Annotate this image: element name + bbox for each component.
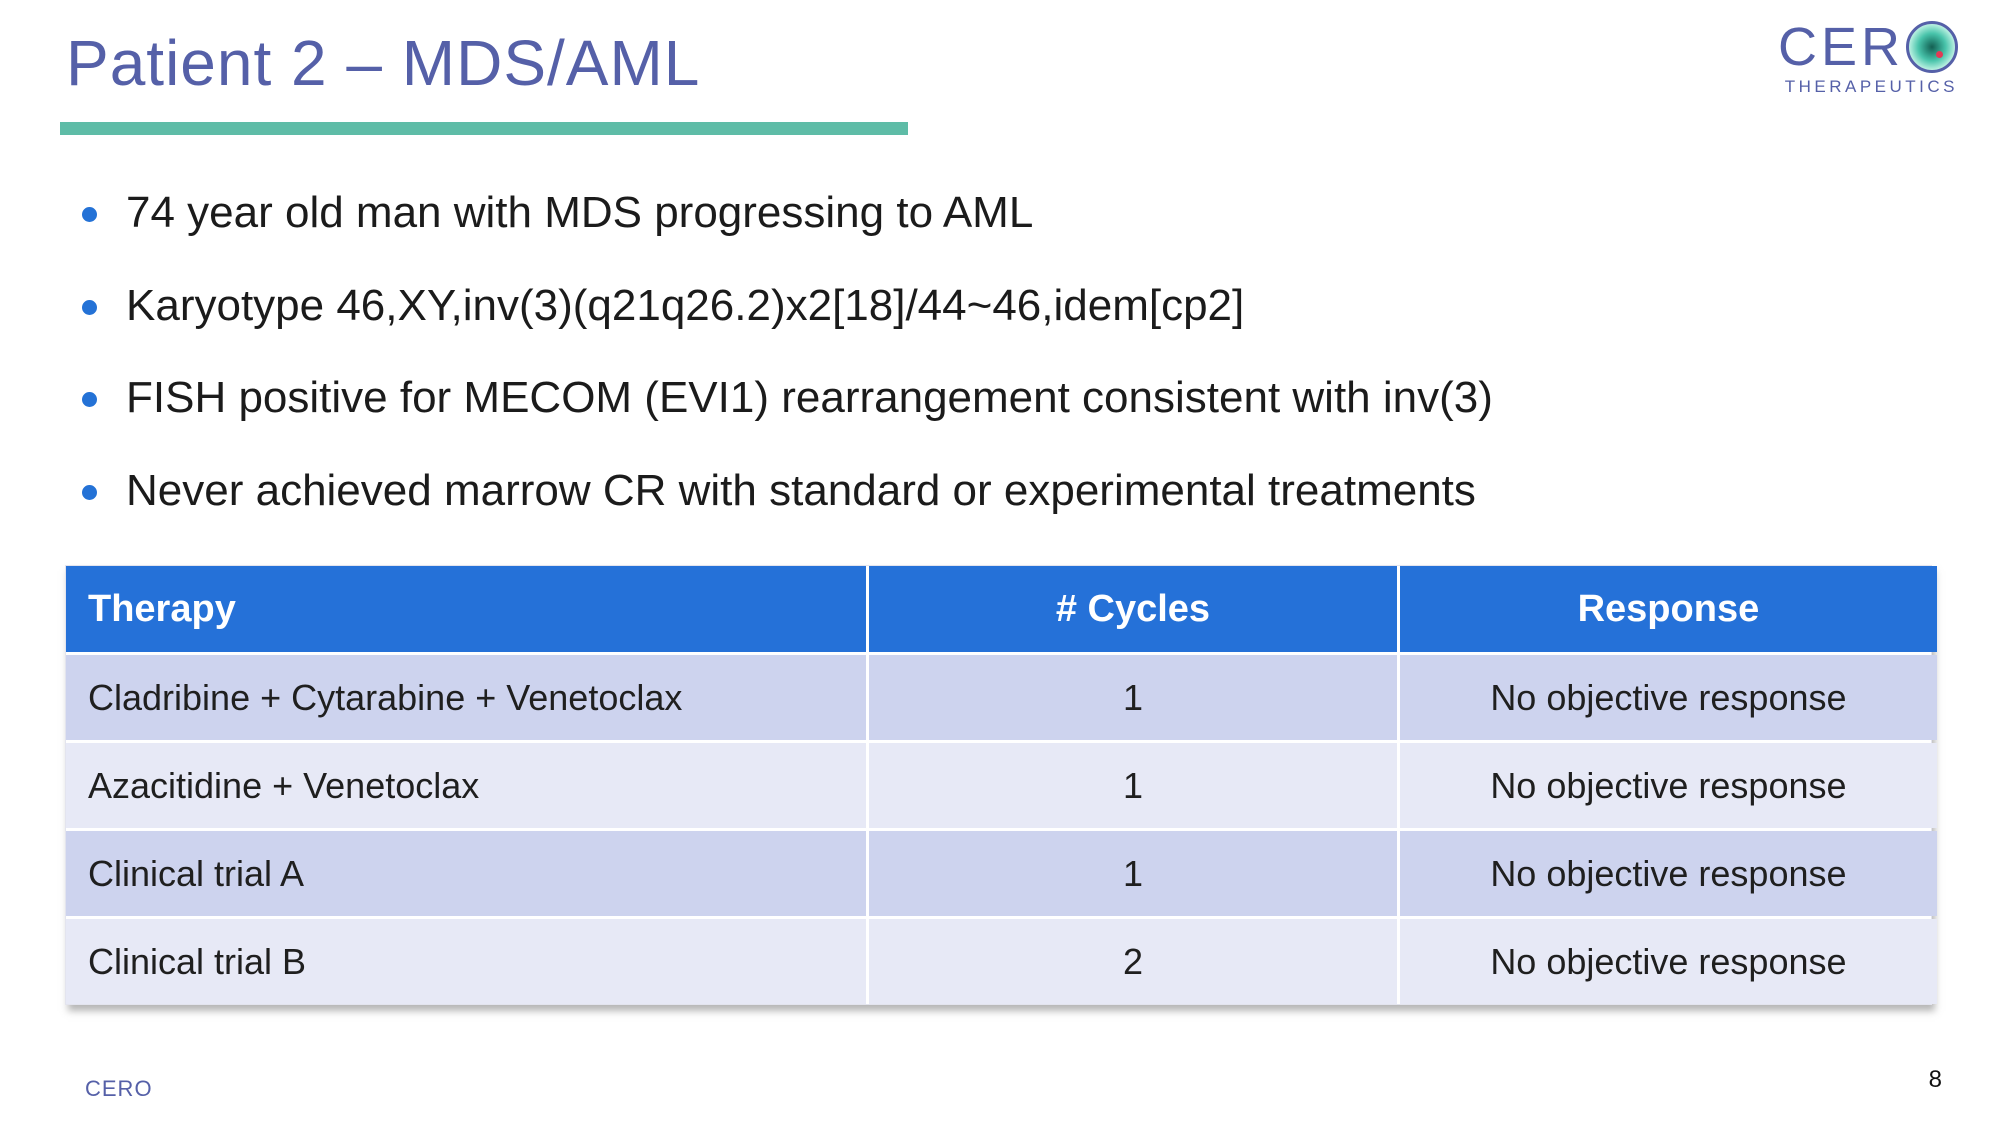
title-underline [60,122,908,135]
table-cell-cycles: 1 [869,655,1397,740]
footer-brand: CERO [85,1076,153,1101]
table-cell-response: No objective response [1399,831,1937,916]
bullet-list: 74 year old man with MDS progressing to … [82,188,1932,558]
therapy-history-table: Therapy # Cycles Response Cladribine + C… [65,565,1937,1005]
list-item: Never achieved marrow CR with standard o… [82,466,1932,517]
table-cell-cycles: 2 [869,919,1397,1004]
table-cell-cycles: 1 [869,831,1397,916]
logo-wordmark-text: CER [1777,17,1904,77]
table-cell-response: No objective response [1399,743,1937,828]
bullet-dot-icon [82,207,97,222]
cell-dot-icon [1935,50,1943,58]
table-cell-therapy: Clinical trial A [66,831,867,916]
bullet-dot-icon [82,484,97,500]
bullet-text: Karyotype 46,XY,inv(3)(q21q26.2)x2[18]/4… [126,280,1245,330]
list-item: 74 year old man with MDS progressing to … [82,188,1932,239]
table-cell-response: No objective response [1399,655,1937,740]
table-cell-therapy: Cladribine + Cytarabine + Venetoclax [66,655,867,740]
bullet-text: 74 year old man with MDS progressing to … [126,188,1034,237]
list-item: Karyotype 46,XY,inv(3)(q21q26.2)x2[18]/4… [82,281,1932,332]
logo-subtitle: THERAPEUTICS [1784,77,1958,96]
bullet-text: Never achieved marrow CR with standard o… [126,465,1476,515]
bullet-dot-icon [82,299,97,315]
bullet-dot-icon [82,392,97,408]
table-header-cycles: # Cycles [869,566,1397,652]
table-cell-therapy: Clinical trial B [66,919,867,1004]
table-cell-therapy: Azacitidine + Venetoclax [66,743,867,828]
list-item: FISH positive for MECOM (EVI1) rearrange… [82,373,1932,424]
bullet-text: FISH positive for MECOM (EVI1) rearrange… [126,373,1493,423]
logo-wordmark-row: CER [1778,20,1958,74]
table-cell-response: No objective response [1399,919,1937,1004]
table-cell-cycles: 1 [869,743,1397,828]
table-header-therapy: Therapy [66,566,867,652]
cell-target-icon [1906,21,1958,73]
page-title: Patient 2 – MDS/AML [66,27,701,99]
table-header-response: Response [1399,566,1937,652]
cero-therapeutics-logo: CER THERAPEUTICS [1778,20,1958,97]
page-number: 8 [1928,1066,1942,1093]
